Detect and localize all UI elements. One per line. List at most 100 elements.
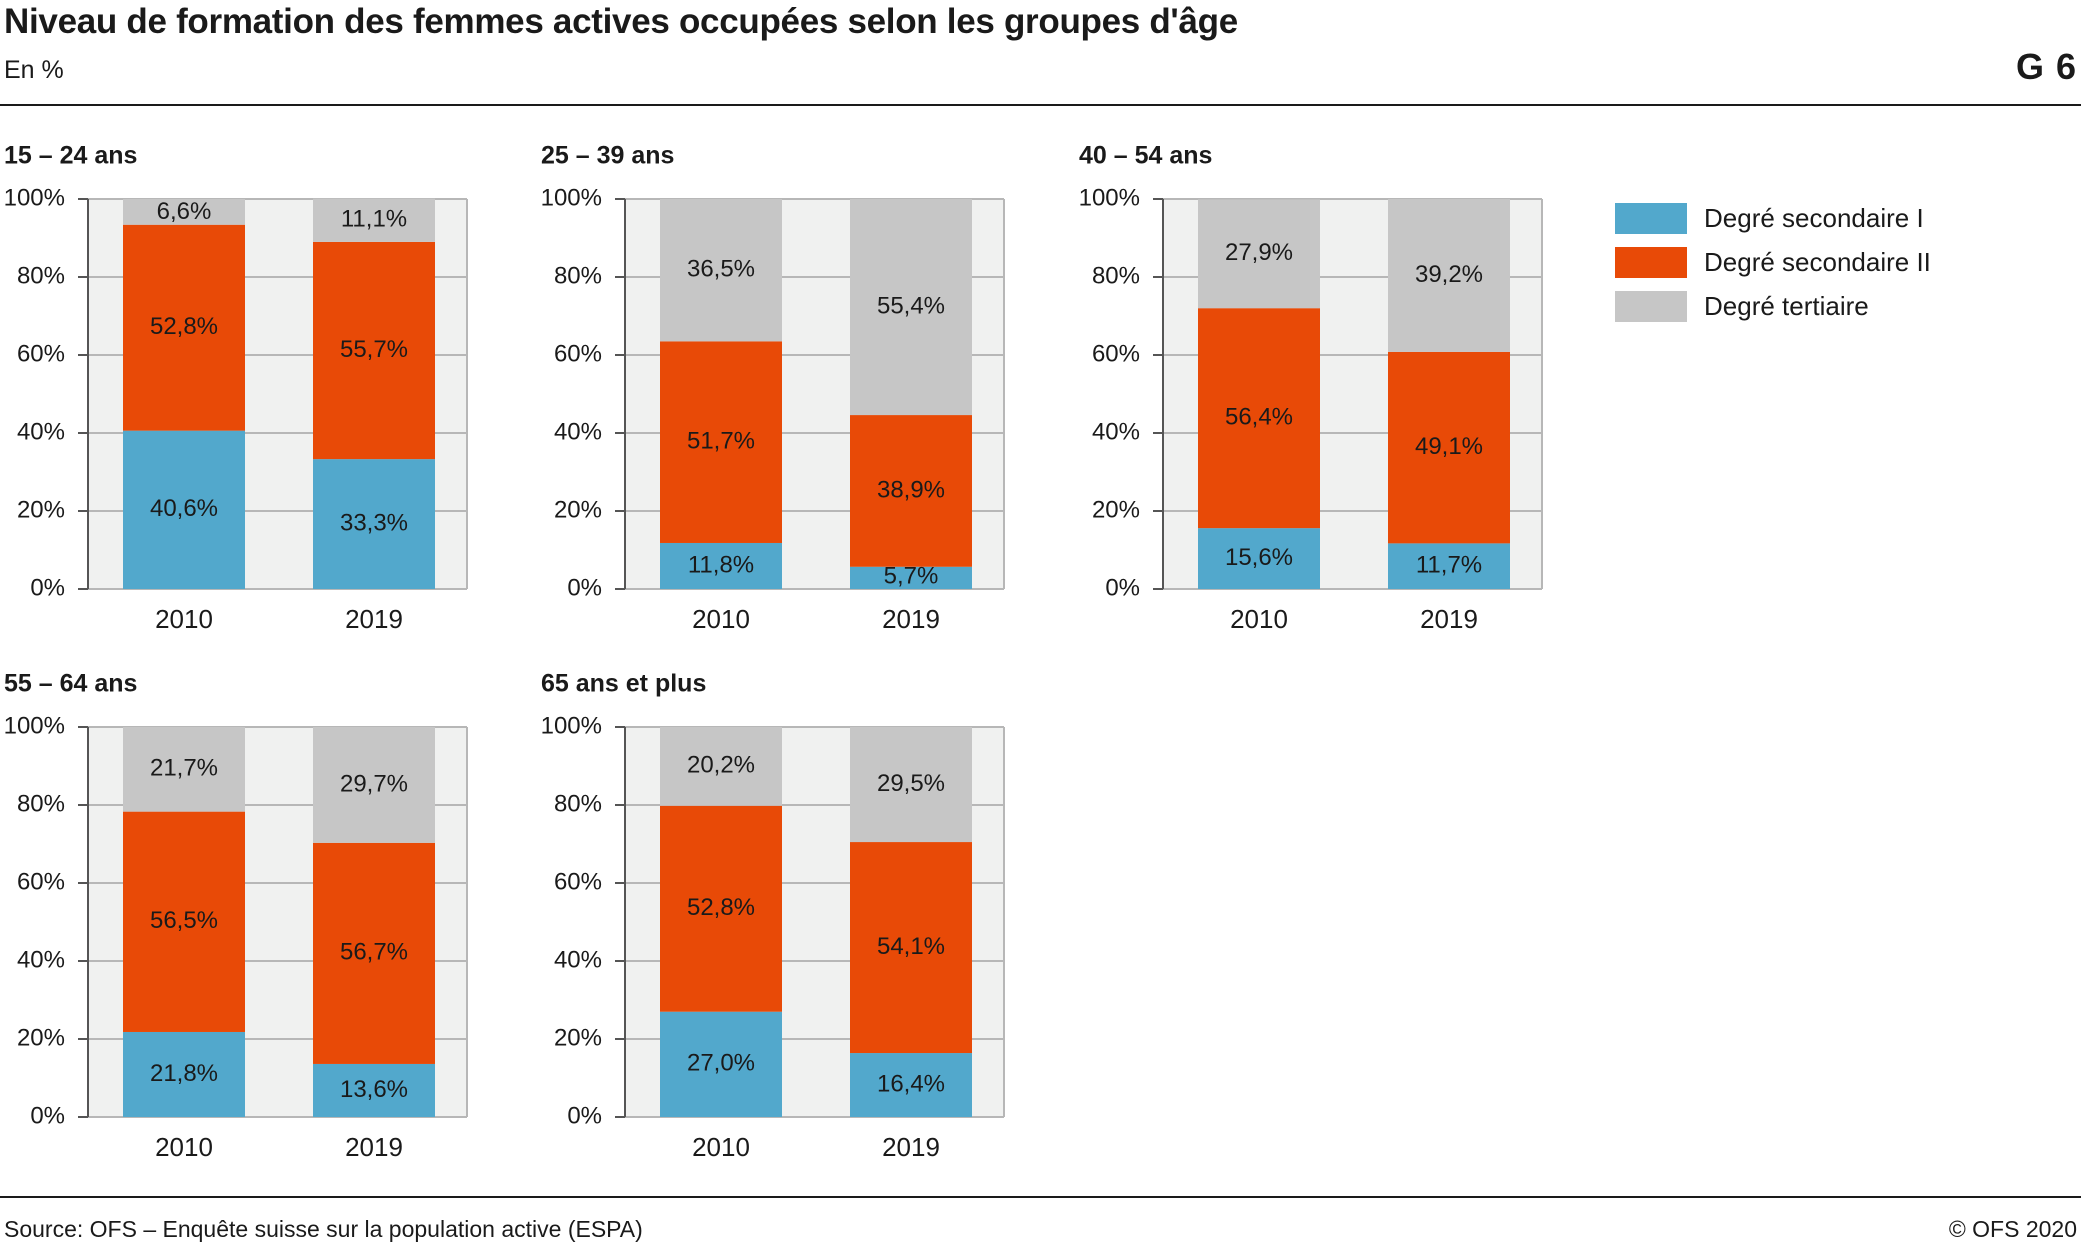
data-label: 55,4% — [877, 292, 945, 319]
data-label: 56,7% — [340, 939, 408, 966]
bar-segment — [1198, 199, 1320, 309]
bar-segment — [123, 224, 245, 431]
data-label: 56,4% — [1225, 404, 1293, 431]
y-tick-label: 20% — [554, 1024, 602, 1051]
legend-item-tertiaire: Degré tertiaire — [1615, 284, 1931, 328]
x-tick-label: 2010 — [692, 604, 750, 634]
data-label: 11,7% — [1416, 552, 1482, 579]
data-label: 20,2% — [687, 752, 755, 779]
bar-segment — [123, 199, 245, 225]
bar-segment — [1388, 351, 1510, 544]
y-tick-label: 20% — [17, 496, 65, 523]
y-tick-label: 80% — [554, 262, 602, 289]
y-tick-label: 40% — [554, 418, 602, 445]
data-label: 54,1% — [877, 933, 945, 960]
y-tick-label: 40% — [17, 418, 65, 445]
y-tick-label: 80% — [17, 790, 65, 817]
bar-segment — [313, 1063, 435, 1117]
panel-title: 40 – 54 ans — [1079, 142, 1212, 170]
y-tick-label: 100% — [4, 184, 65, 211]
bar-segment — [313, 842, 435, 1064]
bar-segment — [660, 805, 782, 1012]
legend-swatch — [1615, 246, 1687, 278]
bar-segment — [660, 341, 782, 543]
y-tick-label: 100% — [541, 184, 602, 211]
data-label: 6,6% — [157, 198, 212, 225]
bar-segment — [850, 566, 972, 589]
legend-label: Degré secondaire II — [1704, 246, 1931, 277]
y-tick-label: 20% — [1092, 496, 1140, 523]
bar-segment — [313, 198, 435, 242]
data-label: 36,5% — [687, 256, 755, 283]
data-label: 21,7% — [150, 755, 218, 782]
x-tick-label: 2019 — [1420, 604, 1478, 634]
chart-subtitle: En % — [4, 56, 64, 84]
bar-segment — [1198, 528, 1320, 589]
bar-segment — [313, 241, 435, 460]
legend: Degré secondaire I Degré secondaire II D… — [1615, 196, 1931, 328]
data-label: 29,5% — [877, 770, 945, 797]
bar-segment — [660, 727, 782, 806]
bar-segment — [850, 842, 972, 1054]
data-label: 21,8% — [150, 1060, 218, 1087]
y-tick-label: 20% — [554, 496, 602, 523]
bar-segment — [313, 459, 435, 589]
chart-id: G 6 — [2015, 46, 2077, 87]
bar-segment — [1388, 543, 1510, 589]
data-label: 49,1% — [1415, 433, 1483, 460]
bar-segment — [660, 1011, 782, 1117]
data-label: 38,9% — [877, 476, 945, 503]
data-label: 16,4% — [877, 1070, 945, 1097]
data-label: 52,8% — [150, 313, 218, 340]
y-tick-label: 0% — [567, 574, 602, 601]
bar-segment — [850, 415, 972, 567]
y-tick-label: 100% — [4, 712, 65, 739]
panel-title: 15 – 24 ans — [4, 142, 137, 170]
data-label: 40,6% — [150, 495, 218, 522]
data-label: 39,2% — [1415, 261, 1483, 288]
top-divider — [0, 104, 2081, 106]
y-tick-label: 100% — [541, 712, 602, 739]
y-tick-label: 80% — [17, 262, 65, 289]
bar-segment — [123, 811, 245, 1032]
data-label: 27,9% — [1225, 239, 1293, 266]
y-tick-label: 60% — [554, 868, 602, 895]
bar-segment — [123, 430, 245, 589]
x-tick-label: 2010 — [692, 1132, 750, 1162]
y-tick-label: 60% — [554, 340, 602, 367]
data-label: 15,6% — [1225, 544, 1293, 571]
panel-title: 25 – 39 ans — [541, 142, 674, 170]
chart-title: Niveau de formation des femmes actives o… — [4, 2, 1238, 41]
bar-segment — [850, 727, 972, 843]
bar-segment — [660, 199, 782, 342]
data-label: 51,7% — [687, 428, 755, 455]
data-label: 56,5% — [150, 907, 218, 934]
y-tick-label: 60% — [17, 340, 65, 367]
x-tick-label: 2019 — [345, 1132, 403, 1162]
legend-label: Degré tertiaire — [1704, 290, 1869, 321]
data-label: 29,7% — [340, 770, 408, 797]
y-tick-label: 100% — [1079, 184, 1140, 211]
y-tick-label: 20% — [17, 1024, 65, 1051]
legend-label: Degré secondaire I — [1704, 202, 1924, 233]
data-label: 55,7% — [340, 336, 408, 363]
data-label: 52,8% — [687, 894, 755, 921]
y-tick-label: 0% — [1105, 574, 1140, 601]
y-tick-label: 60% — [1092, 340, 1140, 367]
x-tick-label: 2019 — [345, 604, 403, 634]
bar-segment — [850, 1053, 972, 1117]
y-tick-label: 0% — [30, 574, 65, 601]
legend-swatch — [1615, 290, 1687, 322]
bar-segment — [660, 542, 782, 589]
x-tick-label: 2010 — [155, 604, 213, 634]
data-label: 27,0% — [687, 1050, 755, 1077]
x-tick-label: 2010 — [1230, 604, 1288, 634]
source-note: Source: OFS – Enquête suisse sur la popu… — [4, 1216, 643, 1242]
y-tick-label: 40% — [554, 946, 602, 973]
y-tick-label: 0% — [30, 1102, 65, 1129]
y-tick-label: 0% — [567, 1102, 602, 1129]
bar-segment — [123, 1031, 245, 1117]
x-tick-label: 2010 — [155, 1132, 213, 1162]
copyright: © OFS 2020 — [1948, 1216, 2077, 1242]
